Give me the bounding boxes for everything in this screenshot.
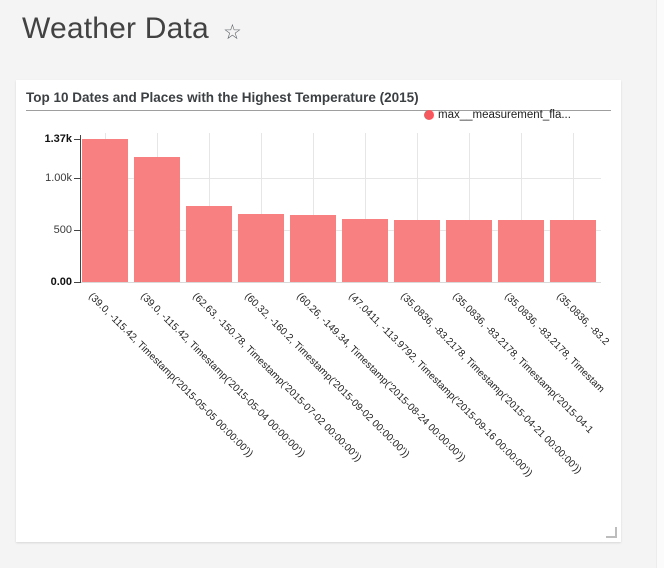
legend-series-dot-icon [424, 110, 434, 120]
x-axis-label-7: (35.0836, -83.2178, Timestamp('2015-04-2… [398, 291, 584, 477]
y-axis-tick-label: 1.00k [45, 171, 72, 184]
bar-5[interactable] [290, 214, 336, 282]
chart-panel: Top 10 Dates and Places with the Highest… [16, 80, 621, 542]
bar-chart-plot-area: 1.37k 1.00k 500 0.00 (39.0, -115.42, Timesta… [16, 80, 621, 542]
bar-9[interactable] [498, 219, 544, 282]
y-axis-tick-label: 500 [53, 223, 72, 236]
bar-2[interactable] [134, 156, 180, 282]
y-axis-tick [74, 229, 80, 231]
vertical-scrollbar[interactable] [656, 0, 664, 568]
v-gridline [313, 133, 314, 282]
bar-4[interactable] [238, 214, 284, 282]
legend-series-label: max__measurement_fla... [438, 109, 571, 121]
bar-7[interactable] [394, 219, 440, 282]
y-axis-tick [74, 177, 80, 179]
bar-6[interactable] [342, 219, 388, 282]
title-divider [26, 110, 611, 111]
panel-resize-handle-icon[interactable] [606, 527, 617, 538]
h-gridline [80, 229, 601, 231]
star-favorite-icon[interactable]: ☆ [222, 20, 242, 44]
y-axis-line [80, 135, 81, 283]
x-axis-baseline [80, 282, 601, 283]
bar-8[interactable] [446, 219, 492, 282]
chart-title: Top 10 Dates and Places with the Highest… [26, 90, 419, 105]
y-axis-tick [74, 282, 80, 283]
x-axis-label-10: (35.0836, -83.2 [554, 291, 612, 348]
v-gridline [573, 133, 574, 282]
v-gridline [417, 133, 418, 282]
page-title: Weather Data [22, 12, 209, 45]
y-axis-tick-label: 0.00 [50, 276, 72, 288]
x-axis-label-9: (35.0836, -83.2178, Timestam [502, 291, 607, 396]
v-gridline [469, 133, 470, 282]
y-axis-tick [74, 139, 80, 140]
bar-3[interactable] [186, 205, 232, 282]
y-axis-tick-label: 1.37k [44, 133, 72, 145]
bar-10[interactable] [550, 219, 596, 282]
v-gridline [521, 133, 522, 282]
legend-item[interactable]: max__measurement_fla... [424, 109, 571, 121]
bar-1[interactable] [82, 139, 128, 282]
h-gridline [80, 177, 601, 179]
app-header: Weather Data ☆ [22, 12, 242, 46]
v-gridline [261, 133, 262, 282]
x-axis-label-6: (47.0411, -113.9792, Timestamp('2015-09-… [346, 291, 535, 480]
v-gridline [365, 133, 366, 282]
